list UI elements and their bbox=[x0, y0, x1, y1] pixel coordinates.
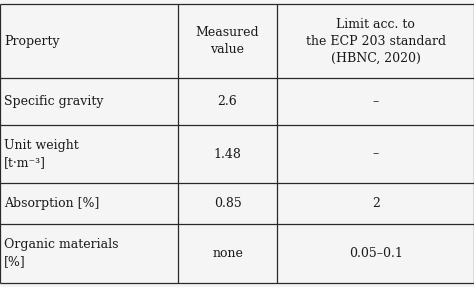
Text: –: – bbox=[373, 95, 379, 108]
Text: Measured
value: Measured value bbox=[196, 26, 259, 56]
Text: Specific gravity: Specific gravity bbox=[4, 95, 103, 108]
Text: Property: Property bbox=[4, 35, 59, 48]
Text: 0.85: 0.85 bbox=[214, 197, 241, 210]
Text: 2.6: 2.6 bbox=[218, 95, 237, 108]
Text: Absorption [%]: Absorption [%] bbox=[4, 197, 99, 210]
Text: Unit weight
[t·m⁻³]: Unit weight [t·m⁻³] bbox=[4, 139, 79, 169]
Text: Limit acc. to
the ECP 203 standard
(HBNC, 2020): Limit acc. to the ECP 203 standard (HBNC… bbox=[306, 18, 446, 65]
Text: –: – bbox=[373, 148, 379, 160]
Text: 2: 2 bbox=[372, 197, 380, 210]
Text: Organic materials
[%]: Organic materials [%] bbox=[4, 238, 118, 268]
Text: 0.05–0.1: 0.05–0.1 bbox=[349, 247, 402, 260]
Text: none: none bbox=[212, 247, 243, 260]
Text: 1.48: 1.48 bbox=[214, 148, 241, 160]
